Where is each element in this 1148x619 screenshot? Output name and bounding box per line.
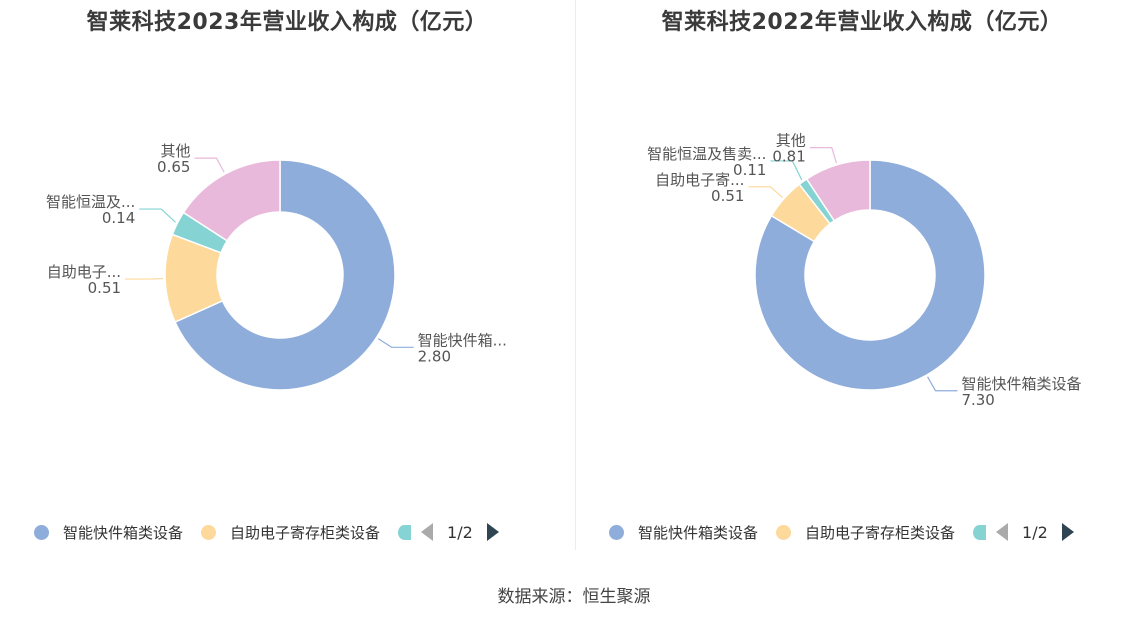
- slice-label-value: 0.65: [157, 158, 190, 176]
- legend-marker-partial: [973, 524, 987, 540]
- label-leader-line: [139, 208, 176, 223]
- legend-pager: 1/2: [421, 523, 499, 542]
- legend-page-indicator: 1/2: [1022, 522, 1048, 542]
- slice-label-name: 智能快件箱类设备: [961, 375, 1081, 393]
- chart-panel-2022: 智莱科技2022年营业收入构成（亿元） 智能快件箱类设备 7.30 自助电子寄...…: [575, 0, 1148, 560]
- legend-page-indicator: 1/2: [447, 522, 473, 542]
- panel-divider: [575, 0, 576, 550]
- slice-label-value: 0.51: [711, 187, 744, 205]
- legend-label: 智能快件箱类设备: [63, 523, 184, 542]
- donut-slice[interactable]: [754, 159, 986, 391]
- legend-next-icon[interactable]: [486, 523, 499, 541]
- legend-marker: [776, 524, 792, 540]
- chart-title: 智莱科技2023年营业收入构成（亿元）: [86, 10, 488, 35]
- slice-label-value: 0.51: [88, 279, 121, 297]
- legend-item[interactable]: 智能快件箱类设备: [34, 522, 183, 543]
- label-leader-line: [194, 157, 225, 173]
- legend-marker: [201, 524, 217, 540]
- data-source-note: 数据来源：恒生聚源: [497, 587, 651, 607]
- label-leader-line: [770, 160, 803, 181]
- legend-pager: 1/2: [996, 523, 1074, 542]
- slice-label-value: 0.81: [772, 148, 805, 166]
- slice-label-name: 自助电子寄...: [655, 171, 744, 189]
- legend-marker: [609, 524, 624, 540]
- legend-prev-icon[interactable]: [421, 523, 434, 541]
- donut-chart-2023: 智能快件箱...2.80 自助电子...0.51 智能恒温及...0.14 其他0.6…: [46, 142, 507, 391]
- legend-item[interactable]: 智能快件箱类设备: [609, 522, 758, 543]
- legend-label: 自助电子寄存柜类设备: [805, 523, 956, 542]
- label-leader-line: [748, 186, 783, 198]
- legend-label: 智能快件箱类设备: [638, 523, 759, 542]
- donut-slice[interactable]: [805, 159, 871, 222]
- legend-label: 自助电子寄存柜类设备: [230, 523, 381, 542]
- slice-label-name: 智能恒温及...: [46, 193, 135, 211]
- slice-label-value: 7.30: [961, 391, 994, 409]
- label-leader-line: [927, 376, 958, 392]
- donut-slice[interactable]: [182, 159, 281, 242]
- legend-marker-partial: [398, 524, 412, 540]
- slice-label-name: 自助电子...: [47, 263, 121, 281]
- label-leader-line: [809, 147, 837, 164]
- label-leader-line: [377, 338, 414, 348]
- slice-label-name: 智能快件箱...: [418, 331, 507, 349]
- legend: 智能快件箱类设备 自助电子寄存柜类设备 1/2: [34, 520, 499, 544]
- slice-label-value: 2.80: [418, 347, 451, 365]
- slice-label-value: 0.14: [102, 209, 135, 227]
- legend: 智能快件箱类设备 自助电子寄存柜类设备 1/2: [609, 520, 1074, 544]
- legend-item[interactable]: 自助电子寄存柜类设备: [201, 522, 380, 543]
- legend-prev-icon[interactable]: [996, 523, 1009, 541]
- chart-panel-2023: 智莱科技2023年营业收入构成（亿元） 智能快件箱... 2.80 自助电子... 0…: [0, 0, 574, 560]
- legend-item[interactable]: 自助电子寄存柜类设备: [776, 522, 955, 543]
- donut-slice[interactable]: [174, 159, 396, 391]
- slice-label-name: 其他: [160, 142, 190, 160]
- chart-title: 智莱科技2022年营业收入构成（亿元）: [661, 10, 1063, 35]
- slice-label-name: 智能恒温及售卖...: [647, 145, 766, 163]
- slice-label-value: 0.11: [733, 161, 766, 179]
- legend-next-icon[interactable]: [1061, 523, 1074, 541]
- legend-marker: [34, 524, 49, 540]
- slice-label-name: 其他: [776, 132, 806, 150]
